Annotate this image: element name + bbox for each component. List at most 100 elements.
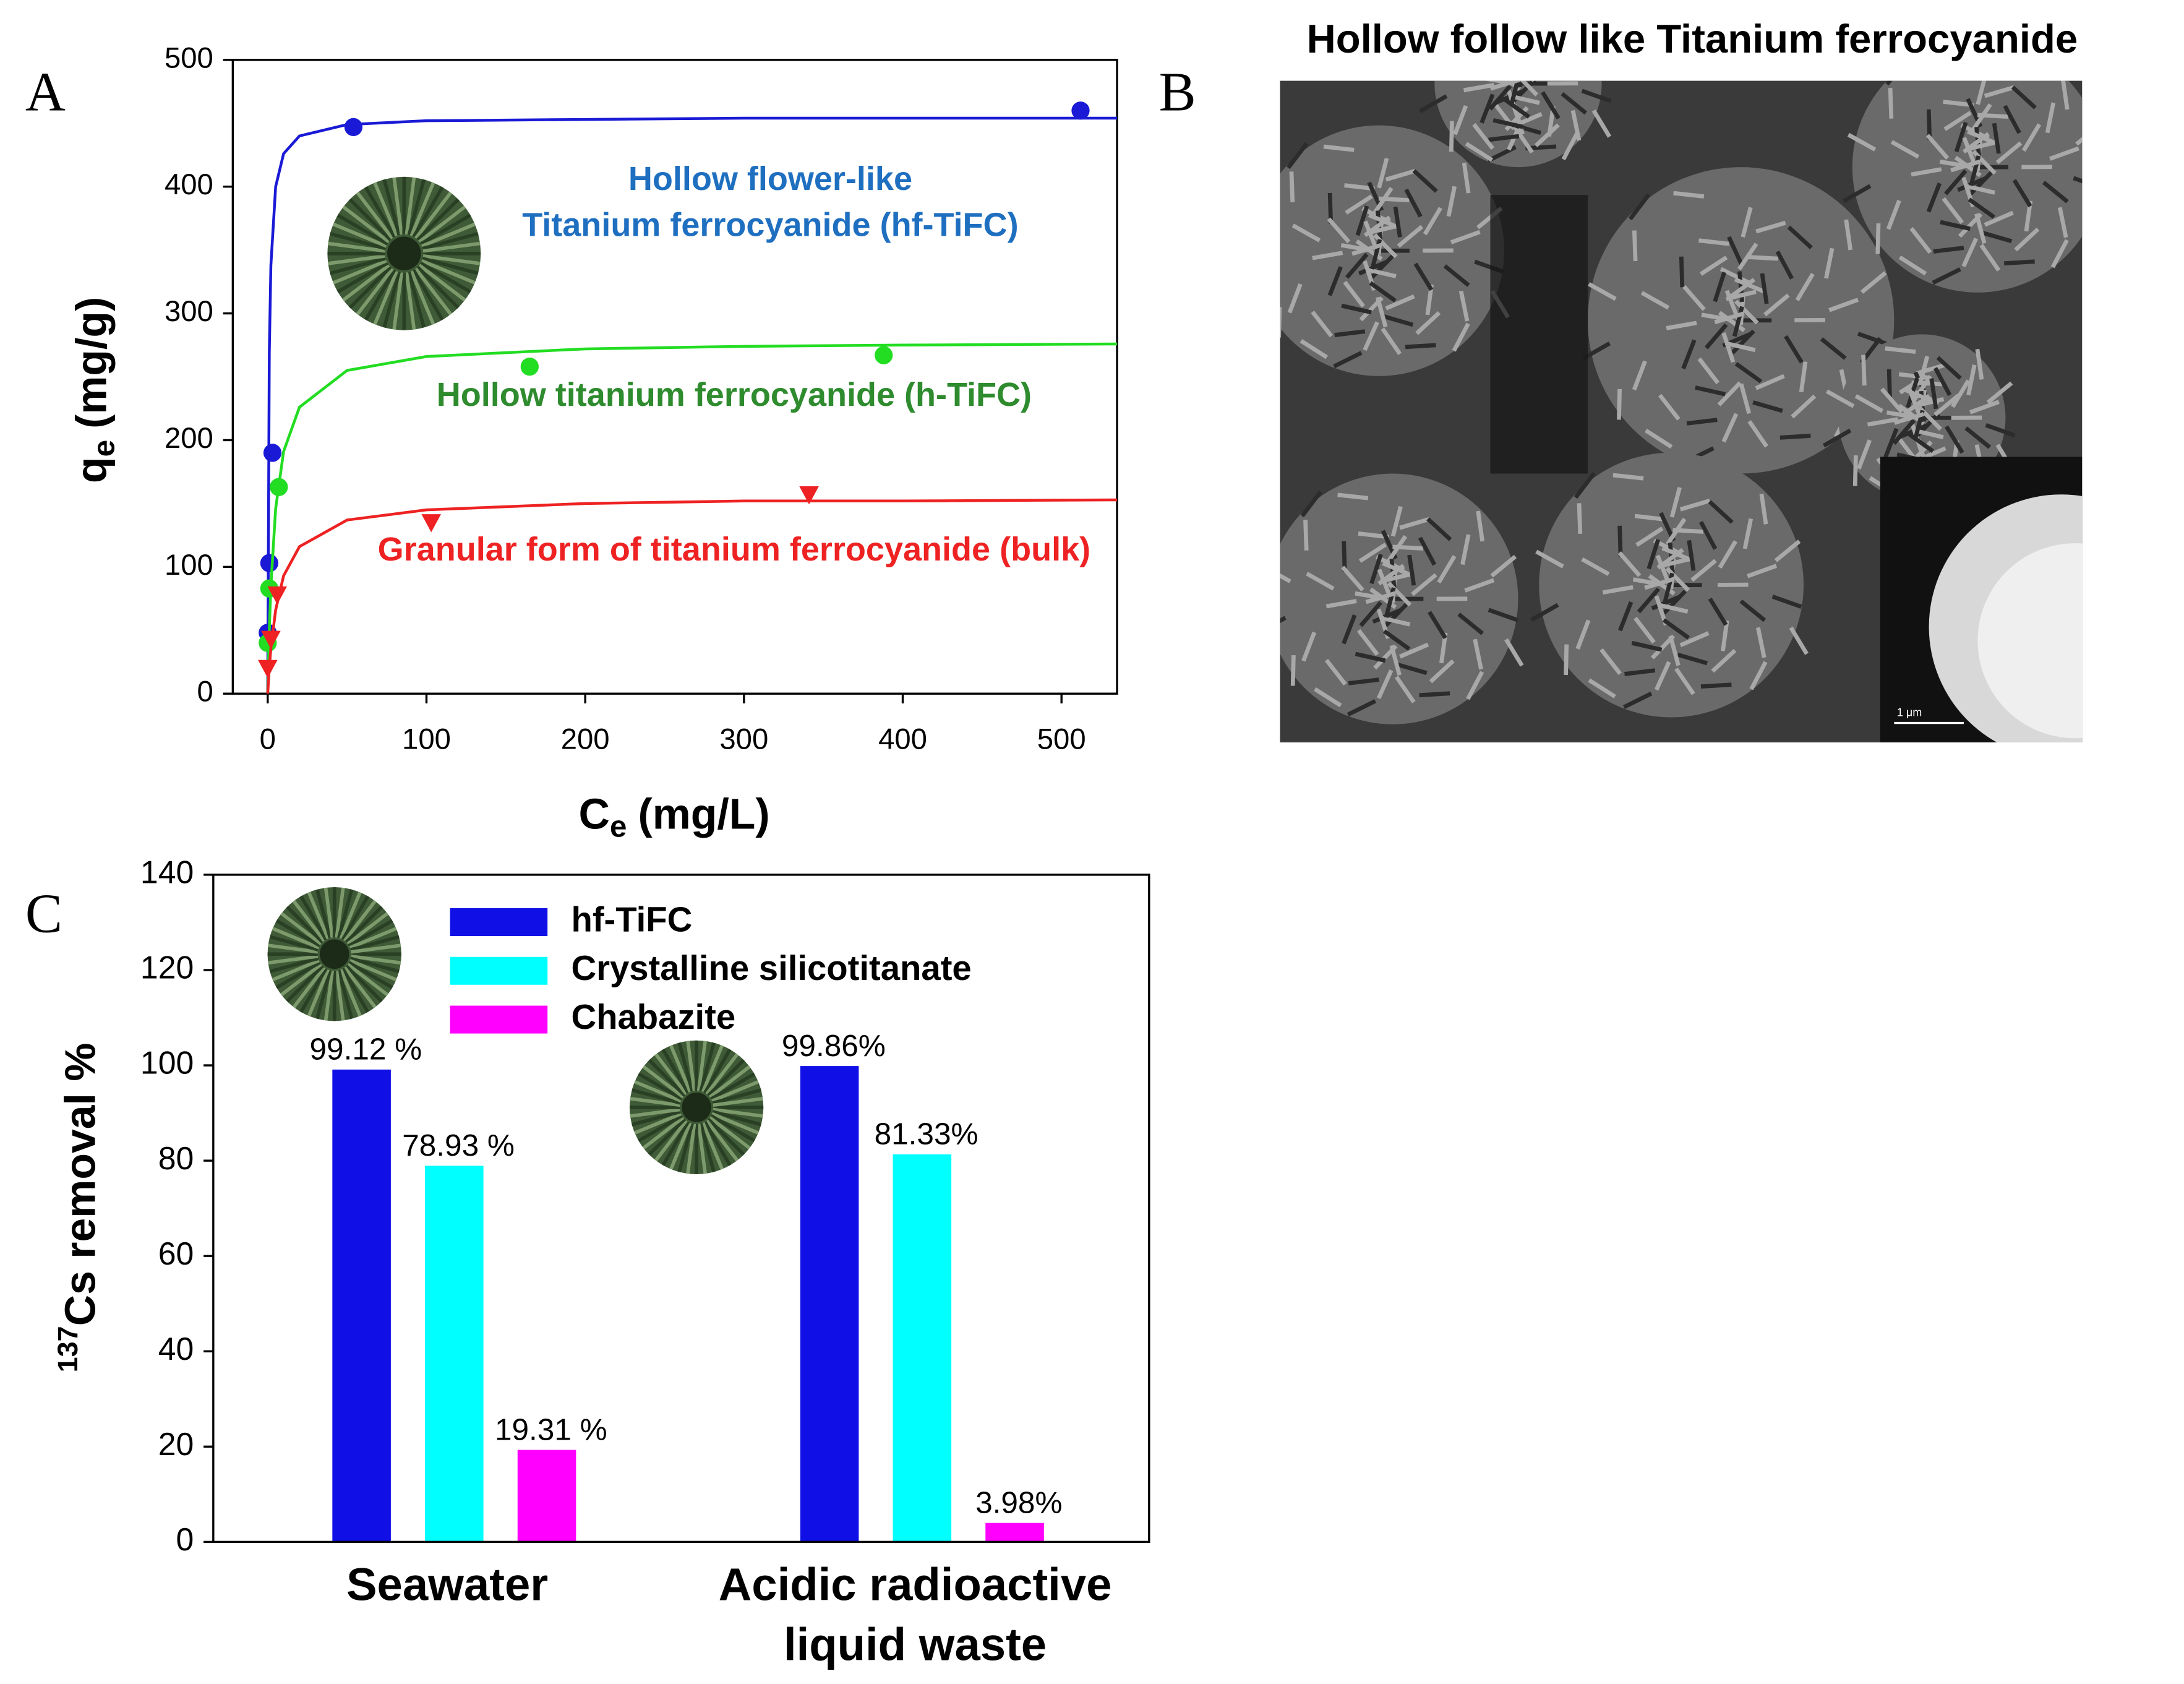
text-part: e (87, 440, 121, 457)
y-tick-label: 40 (158, 1331, 194, 1367)
data-point (260, 554, 279, 572)
petal (2050, 239, 2069, 268)
petal (1327, 217, 1351, 244)
petal (1341, 303, 1372, 315)
petal (2049, 146, 2079, 161)
y-tick-label: 200 (165, 422, 213, 455)
petal (1383, 629, 1411, 651)
petal (1697, 357, 1720, 385)
petal (1535, 549, 1564, 569)
petal (1825, 389, 1855, 408)
sphere-spike (669, 1044, 692, 1093)
petal (1280, 616, 1287, 624)
sphere-spike (419, 261, 471, 294)
petal (1520, 80, 1539, 97)
x-tick-label: 200 (561, 723, 610, 755)
petal (1682, 285, 1706, 311)
sphere-spike (343, 966, 377, 1008)
petal (1419, 691, 1450, 698)
sphere-spike (421, 259, 476, 285)
petal (1929, 378, 1938, 410)
sphere-spike (341, 968, 370, 1013)
text-part: (mg/g) (67, 297, 116, 429)
petal (1984, 210, 2014, 227)
sphere-spike (710, 1114, 756, 1143)
y-tick-label: 100 (165, 549, 213, 582)
data-point (258, 659, 278, 679)
sphere-spike (696, 1041, 707, 1091)
petal (1325, 599, 1357, 609)
sphere-spike (422, 257, 479, 275)
petal (1463, 83, 1494, 93)
sphere-spike (405, 177, 416, 235)
sphere-spike (336, 969, 354, 1020)
petal (1632, 230, 1638, 262)
sphere-spike (421, 222, 476, 248)
sphere-spike (348, 919, 393, 948)
petal (1718, 311, 1746, 333)
petal (1711, 648, 1737, 673)
petal (1967, 129, 1997, 145)
sphere-spike (268, 943, 319, 954)
bar (332, 1069, 391, 1542)
petal (1774, 539, 1801, 562)
petal (2011, 85, 2037, 110)
sphere-spike (677, 1123, 694, 1173)
petal (1822, 428, 1852, 448)
sphere-spike (711, 1112, 760, 1135)
petal (1977, 113, 2008, 119)
petal (2012, 179, 2032, 208)
petal (1775, 251, 1794, 280)
data-point (520, 357, 539, 376)
petal (1373, 644, 1398, 670)
petal (1561, 131, 1580, 161)
petal (1387, 582, 1412, 607)
sphere-spike (329, 231, 387, 251)
petal (1504, 638, 1524, 667)
sphere-spike (307, 969, 330, 1017)
petal (1755, 374, 1785, 390)
data-point (799, 486, 819, 505)
sphere-core (682, 1093, 711, 1122)
sphere-spike (705, 1119, 739, 1162)
bar (425, 1166, 484, 1542)
sphere-spike (630, 1097, 680, 1107)
petal (1943, 111, 1972, 131)
petal (1618, 601, 1634, 632)
petal (1741, 207, 1753, 238)
petal (1449, 121, 1454, 152)
petal (1954, 122, 1968, 153)
sphere-spike (422, 241, 481, 253)
petal (1721, 332, 1736, 363)
petal (1699, 256, 1728, 276)
petal (1732, 306, 1744, 337)
y-tick-label: 0 (176, 1521, 194, 1557)
petal (1452, 322, 1470, 352)
petal (1377, 158, 1389, 189)
sphere-spike (345, 905, 383, 944)
sphere-spike (382, 179, 401, 236)
sphere-spike (699, 1042, 716, 1092)
sphere-spike (299, 895, 328, 941)
fit-line (266, 498, 1118, 694)
petal (1674, 667, 1695, 695)
sphere-spike (323, 887, 334, 938)
petal (1370, 254, 1395, 279)
petal (1705, 323, 1728, 350)
petal (1473, 638, 1483, 670)
petal (1718, 540, 1737, 569)
petal (1886, 199, 1901, 230)
petal (1476, 510, 1485, 542)
sphere-spike (280, 963, 322, 997)
sphere-spike (405, 272, 416, 330)
petal (1650, 634, 1676, 659)
petal (1407, 554, 1416, 586)
petal (1861, 354, 1867, 386)
petal (1428, 611, 1447, 640)
petal (1681, 339, 1697, 370)
petal (1654, 661, 1671, 691)
petal (1885, 346, 1916, 354)
value-label: 19.31 % (495, 1412, 607, 1446)
sphere-spike (328, 241, 385, 253)
